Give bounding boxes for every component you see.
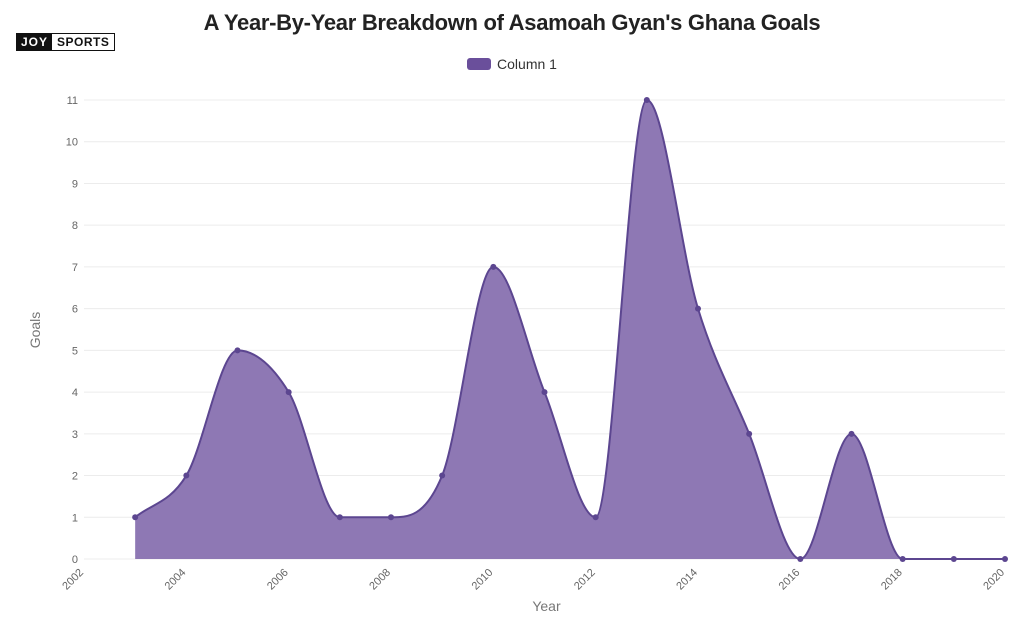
x-tick-label-2006: 2006 [265,567,291,593]
x-tick-label-2010: 2010 [470,567,496,593]
x-tick-label-2004: 2004 [163,567,189,593]
chart-title: A Year-By-Year Breakdown of Asamoah Gyan… [203,10,821,35]
data-point-2013 [643,97,650,103]
chart-legend[interactable]: Column 1 [0,56,1024,72]
x-tick-label-2018: 2018 [879,567,905,593]
y-tick-label-4: 4 [72,387,78,399]
y-tick-label-2: 2 [72,471,78,483]
y-tick-label-9: 9 [72,178,78,190]
y-tick-label-8: 8 [72,220,78,232]
data-point-2015 [746,430,753,437]
y-tick-label-5: 5 [72,345,78,357]
data-point-2019 [950,556,957,562]
x-axis-ticks: 2002 2004 2006 2008 2010 2012 2014 2016 2018 2020 [60,567,1007,593]
x-tick-label-2002: 2002 [60,567,86,593]
data-point-2006 [285,389,292,396]
y-tick-label-0: 0 [72,554,78,566]
logo-sports-text: SPORTS [57,35,110,49]
legend-swatch [467,58,492,70]
x-tick-label-2014: 2014 [674,567,700,593]
data-point-2003 [132,514,139,521]
data-point-2004 [183,472,190,479]
x-tick-label-2016: 2016 [777,567,803,593]
logo-joy-text: JOY [17,34,53,50]
data-point-2007 [336,514,343,521]
data-point-2018 [899,556,906,562]
x-axis-title: Year [532,598,561,614]
x-tick-label-2012: 2012 [572,567,598,593]
data-point-2005 [234,347,241,354]
data-points [132,97,1008,562]
y-axis-title: Goals [27,312,43,349]
data-point-2011 [541,389,548,396]
data-point-2016 [797,556,804,562]
series-area [135,100,1005,559]
y-axis-ticks: 0 1 2 3 4 5 6 7 8 9 10 11 [66,95,78,566]
data-point-2020 [1002,556,1008,562]
y-tick-label-3: 3 [72,429,78,441]
data-point-2017 [848,430,855,437]
data-point-2014 [695,305,701,312]
y-tick-label-10: 10 [66,137,78,149]
data-point-2009 [439,472,446,479]
x-tick-label-2020: 2020 [981,567,1007,593]
y-tick-label-7: 7 [72,262,78,274]
x-tick-label-2008: 2008 [367,567,393,593]
data-point-2008 [388,514,394,521]
data-point-2012 [592,514,599,521]
data-point-2010 [490,263,497,270]
legend-label: Column 1 [497,56,557,72]
y-tick-label-6: 6 [72,304,78,316]
y-tick-label-11: 11 [67,95,78,107]
y-tick-label-1: 1 [72,512,78,524]
joy-sports-logo: JOY SPORTS [16,33,116,51]
